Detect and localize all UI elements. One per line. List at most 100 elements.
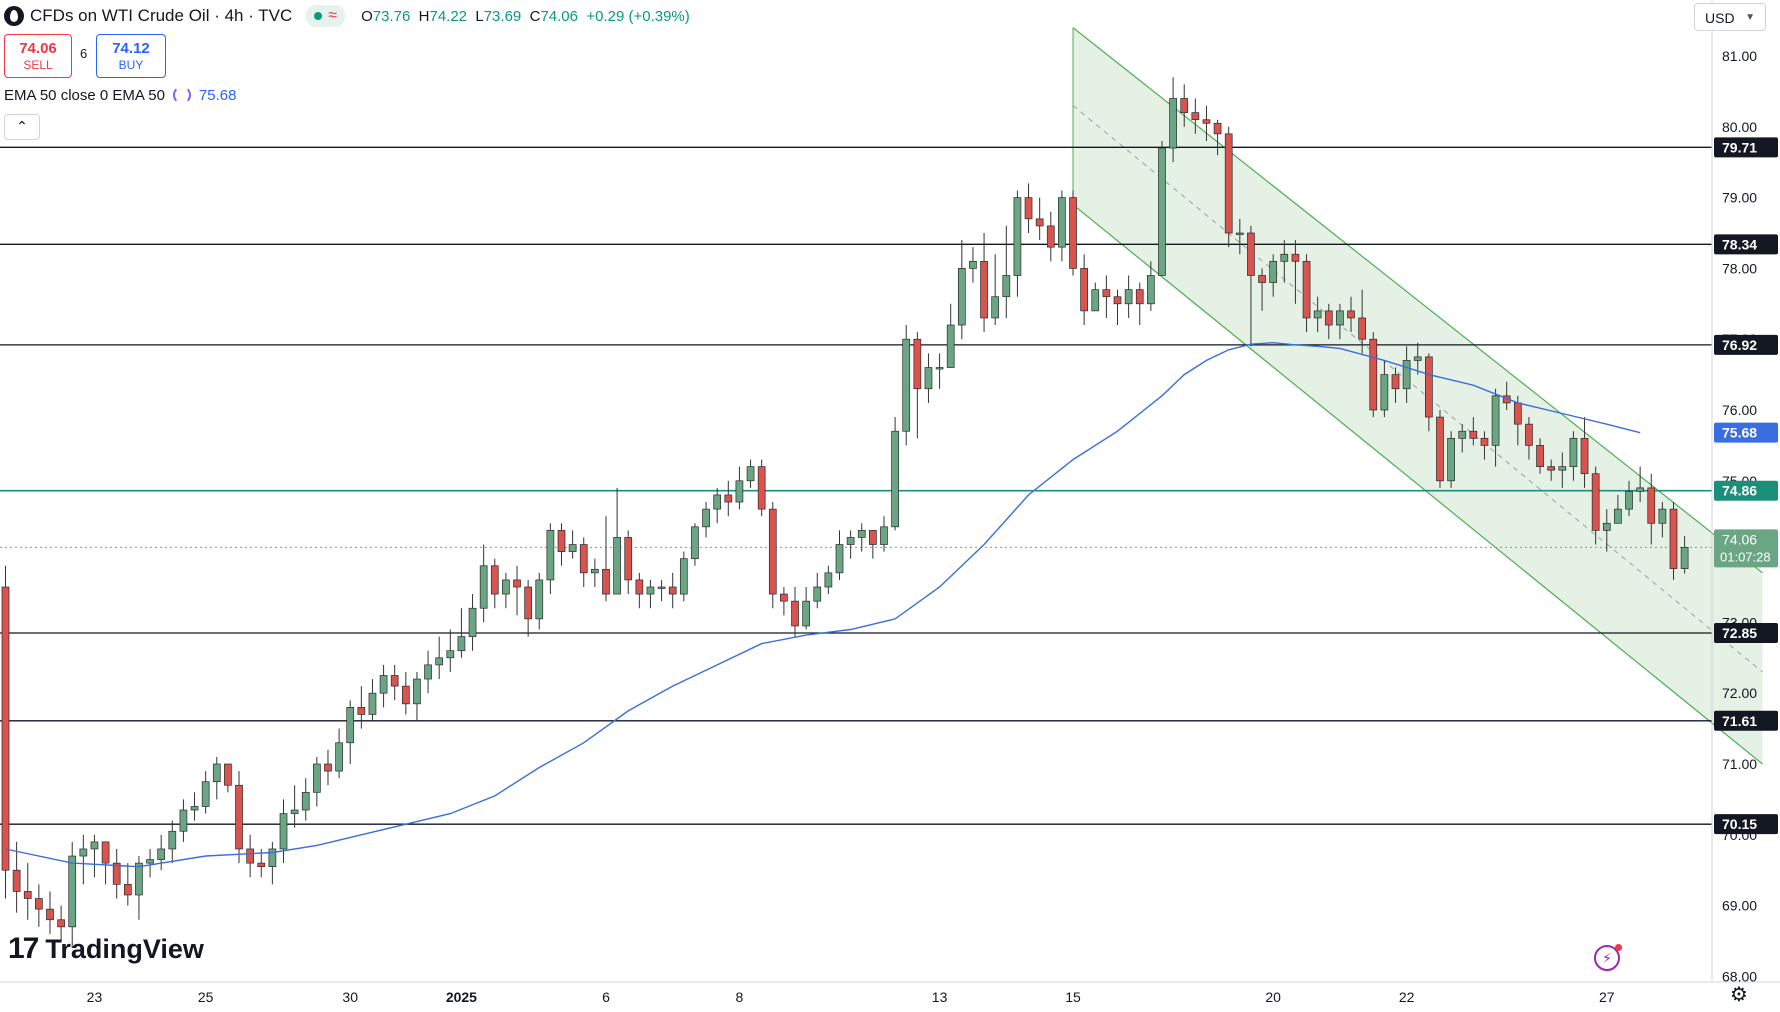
settings-gear-icon[interactable]: ⚙ bbox=[1730, 984, 1748, 1006]
ohlc-high: 74.22 bbox=[429, 7, 468, 25]
candle-up bbox=[1380, 374, 1389, 411]
candle-up bbox=[857, 530, 866, 538]
candle-up bbox=[268, 848, 277, 868]
tradingview-logo[interactable]: 17 TradingView bbox=[8, 932, 204, 966]
buy-button[interactable]: 74.12 BUY bbox=[96, 34, 166, 78]
oil-drop-icon bbox=[4, 6, 24, 26]
currency-value: USD bbox=[1705, 10, 1735, 26]
candle-down bbox=[1213, 122, 1222, 135]
candle-up bbox=[1614, 508, 1622, 524]
candle-up bbox=[446, 650, 455, 659]
candle-up bbox=[702, 508, 710, 528]
candle-down bbox=[1080, 268, 1088, 312]
level-badge-bg bbox=[1714, 814, 1778, 835]
candle-up bbox=[713, 494, 722, 510]
ohlc-open-label: O bbox=[361, 7, 373, 25]
lightning-icon[interactable]: ⚡ bbox=[1594, 944, 1622, 971]
delayed-data-icon: ≈ bbox=[328, 7, 338, 24]
level-badge-text: 70.15 bbox=[1722, 816, 1757, 832]
ohlc-readout: O73.76 H74.22 L73.69 C74.06 +0.29 (+0.39… bbox=[361, 8, 690, 25]
candle-up bbox=[79, 848, 88, 857]
candle-up bbox=[1458, 430, 1467, 439]
candle-up bbox=[1269, 260, 1278, 283]
buy-price: 74.12 bbox=[112, 40, 150, 57]
indicator-legend[interactable]: EMA 50 close 0 EMA 50 75.68 bbox=[4, 86, 236, 104]
sell-button[interactable]: 74.06 SELL bbox=[4, 34, 72, 78]
candle-down bbox=[1202, 119, 1211, 124]
currency-select[interactable]: USD ▼ bbox=[1694, 3, 1766, 31]
candle-up bbox=[1658, 508, 1667, 524]
candle-down bbox=[1591, 473, 1600, 531]
candle-up bbox=[1235, 232, 1244, 235]
level-badge-text: 71.61 bbox=[1722, 713, 1757, 729]
candle-up bbox=[1091, 289, 1100, 312]
candle-up bbox=[1158, 147, 1166, 276]
candle-up bbox=[279, 813, 288, 850]
candle-down bbox=[1536, 445, 1544, 467]
candle-up bbox=[746, 466, 755, 482]
candle-up bbox=[1447, 437, 1455, 482]
candle-up bbox=[657, 586, 666, 589]
candle-up bbox=[424, 664, 432, 680]
candle-down bbox=[1425, 356, 1433, 418]
level-badge-text: 72.85 bbox=[1722, 625, 1757, 641]
ohlc-high-label: H bbox=[418, 7, 430, 25]
candle-up bbox=[157, 848, 166, 860]
market-status-pill[interactable]: ≈ bbox=[306, 5, 346, 27]
candle-up bbox=[1680, 547, 1689, 569]
candle-up bbox=[991, 296, 1000, 319]
regression-channel bbox=[1072, 27, 1763, 765]
candle-up bbox=[1602, 522, 1611, 531]
candle-down bbox=[579, 544, 588, 574]
ohlc-change: +0.29 (+0.39%) bbox=[586, 7, 690, 25]
candle-up bbox=[735, 480, 744, 503]
spread-value: 6 bbox=[80, 46, 88, 61]
header-bar: CFDs on WTI Crude Oil · 4h · TVC ≈ O73.7… bbox=[0, 4, 690, 28]
candle-down bbox=[1391, 374, 1400, 390]
x-tick-label: 13 bbox=[932, 989, 948, 1005]
candle-up bbox=[880, 526, 888, 545]
candle-down bbox=[635, 579, 644, 595]
ema50-series bbox=[5, 341, 1641, 868]
candle-down bbox=[390, 675, 399, 687]
ema50-line bbox=[5, 341, 1641, 868]
candle-down bbox=[1580, 437, 1589, 475]
x-tick-label: 25 bbox=[198, 989, 214, 1005]
candle-up bbox=[1313, 310, 1322, 319]
candle-down bbox=[1302, 260, 1311, 319]
candle-down bbox=[513, 579, 521, 588]
candle-up bbox=[646, 586, 655, 595]
candle-up bbox=[1413, 356, 1422, 361]
candle-up bbox=[969, 260, 977, 269]
candle-up bbox=[1636, 487, 1644, 492]
candle-up bbox=[212, 763, 221, 783]
candle-up bbox=[313, 763, 321, 793]
symbol-title[interactable]: CFDs on WTI Crude Oil · 4h · TVC bbox=[30, 6, 293, 25]
candle-up bbox=[813, 586, 822, 602]
last-price-badge-bg bbox=[1714, 529, 1778, 568]
collapse-legend-button[interactable]: ⌃ bbox=[4, 114, 40, 140]
candle-up bbox=[1569, 437, 1578, 467]
candle-down bbox=[1046, 225, 1055, 248]
candle-down bbox=[1480, 437, 1489, 446]
level-badge-text: 78.34 bbox=[1722, 236, 1757, 252]
refresh-icon[interactable] bbox=[172, 86, 191, 104]
level-badge-text: 79.71 bbox=[1722, 139, 1757, 155]
ohlc-close-label: C bbox=[529, 7, 541, 25]
x-tick-label: 30 bbox=[342, 989, 358, 1005]
candle-down bbox=[1347, 310, 1355, 319]
candle-down bbox=[1, 586, 10, 871]
channel-upper-line bbox=[1072, 27, 1763, 574]
candle-up bbox=[502, 579, 510, 595]
candle-up bbox=[413, 678, 421, 705]
teal-level-badge-bg bbox=[1714, 480, 1778, 501]
ema-badge-text: 75.68 bbox=[1722, 425, 1757, 441]
candle-up bbox=[679, 558, 688, 595]
candle-up bbox=[1491, 395, 1500, 446]
candle-up bbox=[379, 675, 388, 694]
candle-down bbox=[1035, 218, 1044, 227]
candle-up bbox=[1013, 197, 1022, 276]
candle-down bbox=[724, 494, 733, 503]
candle-up bbox=[1558, 466, 1567, 471]
